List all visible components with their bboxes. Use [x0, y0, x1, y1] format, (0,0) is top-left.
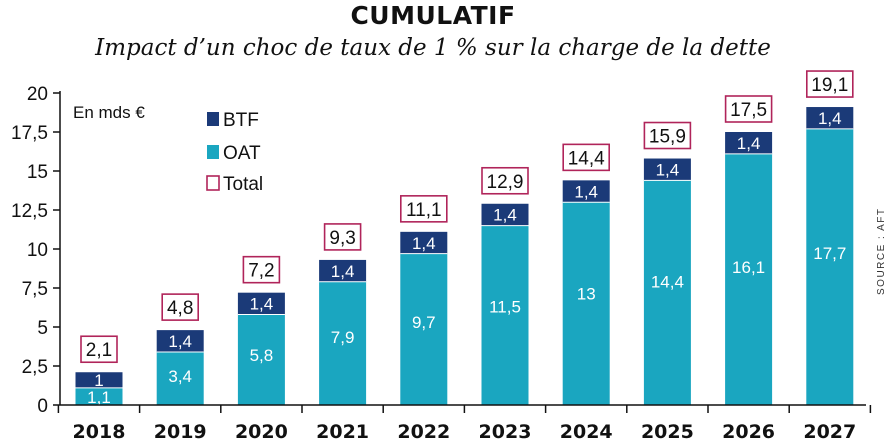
y-tick-label: 10	[27, 240, 48, 261]
x-tick-label: 2021	[316, 421, 369, 443]
bar-btf	[481, 203, 529, 226]
legend: BTF OAT Total	[206, 110, 263, 195]
bar-oat-label: 5,8	[250, 346, 274, 365]
total-label: 14,4	[568, 148, 605, 169]
bar-btf-label: 1,4	[250, 295, 274, 314]
bar-oat	[806, 128, 854, 405]
bar-btf-label: 1,4	[412, 234, 436, 253]
total-label: 2,1	[86, 340, 112, 361]
bars: 11,1 2,1 1,4 3,4 4,8 1,4 5,8 7,2 1,4 7,9 9,3 1,4 9,7…	[75, 70, 854, 407]
total-box	[481, 166, 529, 195]
bar-btf	[237, 292, 285, 315]
x-tick-label: 2023	[479, 421, 532, 443]
source-note: SOURCE : AFT	[876, 208, 887, 295]
legend-label-oat: OAT	[223, 143, 261, 164]
x-tick-label: 2025	[641, 421, 694, 443]
y-tick-label: 2,5	[22, 357, 48, 378]
bar-oat	[156, 351, 204, 405]
total-label: 19,1	[811, 75, 848, 96]
total-box	[724, 95, 773, 123]
x-tick-label: 2024	[560, 421, 613, 443]
bar-oat	[481, 225, 529, 405]
total-label: 11,1	[406, 200, 442, 221]
bar-oat-label: 7,9	[331, 328, 355, 347]
x-tick-label: 2026	[722, 421, 775, 443]
bar-oat-label: 9,7	[412, 313, 436, 332]
y-tick-label: 17,5	[11, 123, 48, 144]
bar-oat-label: 14,4	[651, 272, 684, 291]
bar-oat	[400, 253, 448, 405]
bar-btf	[400, 231, 448, 254]
x-tick-label: 2027	[803, 421, 856, 443]
y-tick-label: 20	[27, 84, 48, 105]
bar-btf-label: 1,4	[656, 160, 680, 179]
total-label: 15,9	[649, 127, 686, 148]
legend-label-total: Total	[223, 174, 263, 195]
bar-oat-label: 17,7	[813, 244, 846, 263]
chart-subtitle: Impact d’un choc de taux de 1 % sur la c…	[94, 35, 771, 61]
total-box	[323, 223, 362, 251]
legend-swatch-btf	[207, 112, 219, 126]
y-tick-label: 5	[37, 318, 48, 339]
total-box	[242, 255, 281, 284]
x-tick-label: 2020	[235, 421, 288, 443]
bar-oat-label: 16,1	[732, 258, 765, 277]
total-box	[161, 293, 199, 321]
chart-title: CUMULATIF	[350, 1, 515, 30]
legend-swatch-total	[206, 175, 220, 191]
bar-oat	[643, 180, 691, 405]
bar-btf-label: 1,4	[818, 109, 842, 128]
legend-swatch-oat	[207, 145, 219, 159]
bar-btf	[725, 132, 773, 154]
x-tick-label: 2022	[397, 421, 450, 443]
bar-oat	[75, 387, 123, 405]
unit-label: En mds €	[73, 103, 145, 122]
bar-btf	[75, 372, 123, 388]
bar-btf-label: 1,4	[331, 262, 355, 281]
x-axis: 2018 2019 2020 2021 2022 2023 2024 2025 2026 2027	[57, 404, 872, 443]
total-label: 7,2	[248, 261, 274, 282]
total-box	[399, 195, 448, 223]
bar-oat	[562, 202, 610, 405]
total-box	[805, 70, 854, 98]
total-label: 4,8	[167, 298, 193, 319]
bar-oat-label: 3,4	[168, 367, 192, 386]
total-box	[562, 143, 611, 172]
bar-btf-label: 1,4	[737, 134, 761, 153]
bar-btf	[562, 180, 610, 203]
y-tick-label: 12,5	[11, 201, 48, 222]
bar-oat-label: 13	[577, 284, 596, 303]
bar-btf	[806, 107, 854, 129]
y-tick-label: 0	[37, 396, 48, 417]
y-tick-label: 7,5	[22, 279, 48, 300]
bar-oat-label: 11,5	[489, 297, 521, 316]
bar-btf	[319, 259, 367, 282]
total-box	[643, 121, 692, 150]
bar-oat	[237, 314, 285, 405]
bar-oat-label: 1,1	[87, 388, 111, 407]
total-label: 12,9	[487, 172, 524, 193]
total-label: 9,3	[329, 228, 355, 249]
x-tick-label: 2019	[154, 421, 207, 443]
y-tick-label: 15	[27, 162, 48, 183]
bar-btf-label: 1,4	[574, 182, 598, 201]
bar-oat	[319, 281, 367, 405]
bar-btf-label: 1,4	[493, 206, 517, 225]
x-tick-label: 2018	[73, 421, 126, 443]
bar-oat	[725, 153, 773, 405]
total-label: 17,5	[730, 100, 767, 121]
bar-btf-label: 1,4	[168, 332, 192, 351]
total-box	[80, 335, 118, 364]
bar-btf	[156, 330, 204, 352]
bar-btf	[643, 158, 691, 181]
legend-label-btf: BTF	[223, 110, 259, 131]
bar-btf-label: 1	[94, 371, 103, 390]
y-axis: 0 2,5 5 7,5 10 12,5 15 17,5 20	[11, 84, 61, 417]
